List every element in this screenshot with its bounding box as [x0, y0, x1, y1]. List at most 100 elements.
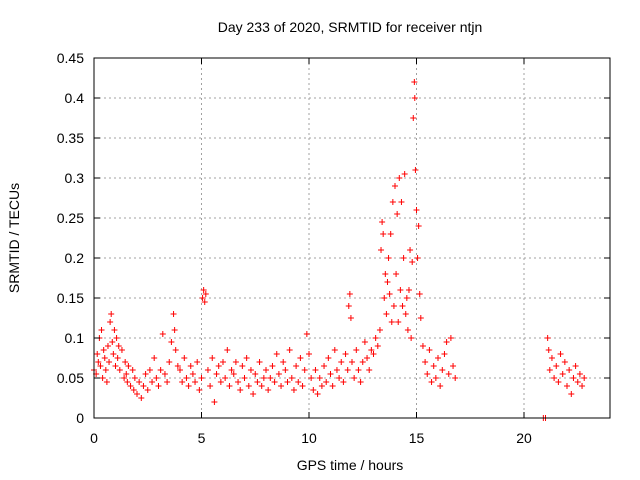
data-point [303, 331, 310, 337]
data-point [183, 375, 190, 381]
data-point [447, 335, 454, 341]
data-point [104, 343, 111, 349]
data-point [187, 363, 194, 369]
data-point [321, 363, 328, 369]
data-point [202, 291, 209, 297]
data-point [258, 383, 265, 389]
data-point [95, 359, 102, 365]
data-point [146, 367, 153, 373]
data-point [345, 303, 352, 309]
data-point [215, 363, 222, 369]
data-point [407, 247, 414, 253]
data-point [572, 363, 579, 369]
data-point [553, 363, 560, 369]
data-point [201, 299, 208, 305]
data-point [124, 379, 131, 385]
data-point [209, 355, 216, 361]
axis-ticks: 0 0.05 0.1 0.15 0.2 0.25 0.3 0.35 0.4 0.45 0 5 10 15 2… [57, 50, 610, 446]
data-point [430, 363, 437, 369]
data-point [410, 115, 417, 121]
y-tick-label: 0.45 [57, 50, 84, 66]
data-point [342, 351, 349, 357]
data-point [344, 367, 351, 373]
data-point [400, 255, 407, 261]
data-point [426, 347, 433, 353]
data-point [403, 295, 410, 301]
data-point [396, 175, 403, 181]
y-tick-label: 0.4 [65, 90, 85, 106]
data-point [196, 387, 203, 393]
data-point [224, 347, 231, 353]
y-tick-label: 0.1 [65, 330, 85, 346]
data-point [393, 271, 400, 277]
data-point [566, 367, 573, 373]
data-point [131, 375, 138, 381]
data-point [130, 387, 137, 393]
data-point [220, 359, 226, 365]
data-point [100, 347, 107, 353]
data-point [557, 351, 564, 357]
data-point [189, 371, 196, 377]
data-point [228, 367, 235, 373]
y-tick-label: 0.3 [65, 170, 85, 186]
data-point [385, 255, 392, 261]
data-point [286, 347, 293, 353]
data-point [245, 383, 252, 389]
data-point [250, 391, 257, 397]
data-point [340, 379, 347, 385]
data-point [290, 387, 297, 393]
data-point [200, 287, 207, 293]
data-point [125, 363, 132, 369]
data-point [121, 375, 128, 381]
data-point [398, 199, 405, 205]
data-point [576, 371, 583, 377]
data-point [361, 339, 368, 345]
data-point [397, 287, 404, 293]
data-point [308, 375, 315, 381]
data-point [293, 363, 300, 369]
data-point [546, 367, 553, 373]
data-point [107, 319, 114, 325]
data-point [372, 335, 379, 341]
data-point [310, 387, 317, 393]
x-tick-label: 0 [90, 430, 98, 446]
data-point [386, 291, 393, 297]
data-point [243, 355, 250, 361]
data-point [110, 351, 117, 357]
data-point [581, 375, 588, 381]
data-point [422, 359, 429, 365]
data-point [171, 327, 178, 333]
y-tick-label: 0.35 [57, 130, 84, 146]
data-point [401, 171, 408, 177]
data-point [157, 367, 164, 373]
data-point [149, 379, 156, 385]
data-point [204, 367, 211, 373]
data-point [409, 259, 416, 265]
data-point [387, 231, 394, 237]
data-point [383, 311, 390, 317]
data-point [278, 383, 285, 389]
data-point [151, 355, 158, 361]
data-point [123, 371, 130, 377]
data-point [185, 383, 192, 389]
data-point [265, 387, 272, 393]
data-point [411, 95, 418, 101]
grid-lines [94, 58, 610, 418]
data-point [280, 359, 287, 365]
data-point [559, 371, 566, 377]
chart-title: Day 233 of 2020, SRMTID for receiver ntj… [218, 19, 483, 35]
data-point [389, 199, 396, 205]
data-point [378, 247, 385, 253]
data-point [112, 363, 119, 369]
x-tick-label: 20 [516, 430, 532, 446]
x-axis-label: GPS time / hours [297, 457, 404, 473]
data-point [94, 351, 101, 357]
data-point [392, 183, 398, 189]
x-tick-label: 5 [198, 430, 206, 446]
data-point [198, 375, 205, 381]
y-axis-label: SRMTID / TECUs [6, 183, 22, 293]
data-point [357, 379, 364, 385]
data-point [254, 379, 261, 385]
data-point [181, 355, 188, 361]
data-point [247, 367, 254, 373]
